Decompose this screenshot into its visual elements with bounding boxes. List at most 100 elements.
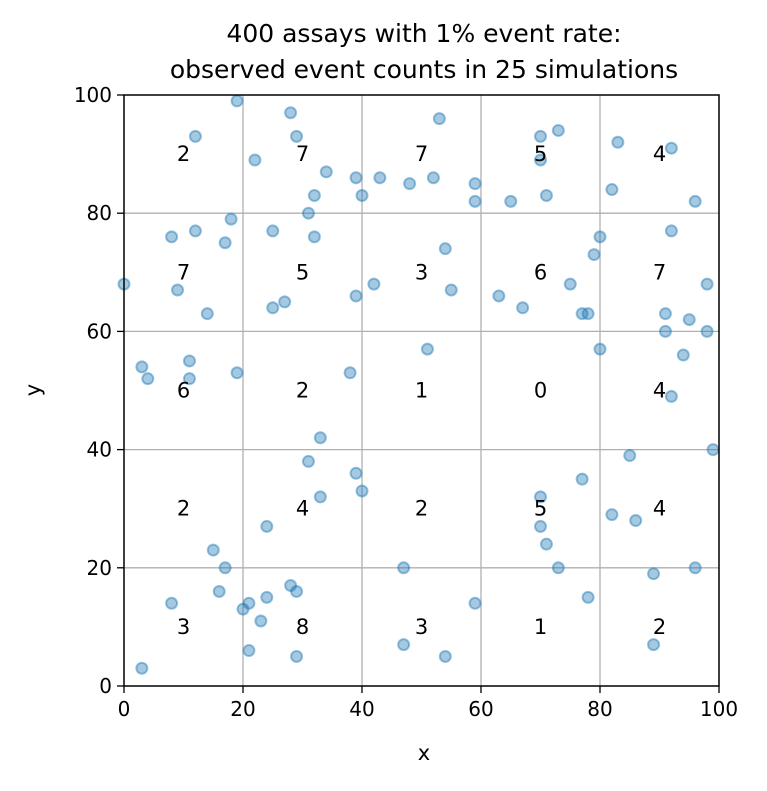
data-point [355, 484, 369, 498]
cell-count-label: 7 [177, 260, 190, 284]
cell-count-label: 2 [177, 497, 190, 521]
cell-count-label: 4 [296, 497, 309, 521]
data-point [551, 561, 565, 575]
x-tick-label: 100 [700, 697, 738, 721]
data-point [218, 561, 232, 575]
data-point [224, 212, 238, 226]
chart-title-line-1: 400 assays with 1% event rate: [226, 19, 621, 48]
cell-count-label: 3 [415, 260, 428, 284]
data-point [343, 366, 357, 380]
data-point [444, 283, 458, 297]
y-tick-label: 100 [74, 83, 112, 107]
data-point [688, 194, 702, 208]
data-point [200, 307, 214, 321]
y-tick-label: 0 [99, 674, 112, 698]
data-point [266, 224, 280, 238]
data-point [516, 301, 530, 315]
y-tick-label: 40 [87, 438, 112, 462]
data-point [165, 596, 179, 610]
data-point [206, 543, 220, 557]
data-point [242, 596, 256, 610]
cell-count-label: 4 [653, 379, 666, 403]
cell-count-label: 1 [534, 615, 547, 639]
data-point [301, 454, 315, 468]
data-point [403, 177, 417, 191]
x-tick-label: 80 [587, 697, 612, 721]
cell-count-label: 6 [534, 260, 547, 284]
data-point [367, 277, 381, 291]
data-point [278, 295, 292, 309]
data-point [313, 431, 327, 445]
cell-count-label: 2 [177, 142, 190, 166]
cell-count-label: 7 [296, 142, 309, 166]
data-point [468, 194, 482, 208]
data-point [534, 490, 547, 504]
data-point [551, 123, 565, 137]
data-point [438, 649, 452, 663]
data-point [647, 638, 661, 652]
chart-title-line-2: observed event counts in 25 simulations [170, 55, 678, 84]
x-axis-ticks: 0 20 40 60 80 100 [118, 686, 738, 721]
data-point [290, 649, 304, 663]
data-point [182, 372, 196, 386]
data-point [141, 372, 155, 386]
data-point [218, 236, 232, 250]
data-point [135, 360, 149, 374]
data-point [700, 324, 714, 338]
y-axis-ticks: 0 20 40 60 80 100 [74, 83, 124, 698]
data-point [492, 289, 506, 303]
x-tick-label: 20 [230, 697, 255, 721]
data-point [349, 466, 363, 480]
data-point [581, 307, 595, 321]
data-point [397, 638, 411, 652]
grid [124, 95, 719, 686]
y-tick-label: 80 [87, 201, 112, 225]
data-point [605, 508, 619, 522]
cell-count-label: 7 [415, 142, 428, 166]
data-point [420, 342, 434, 356]
data-point [534, 519, 547, 533]
cell-count-label: 5 [296, 260, 309, 284]
data-point [242, 644, 256, 658]
y-tick-label: 60 [87, 319, 112, 343]
data-point [438, 242, 452, 256]
data-point [171, 283, 185, 297]
data-point [563, 277, 577, 291]
data-point [468, 177, 482, 191]
data-point [290, 584, 304, 598]
cell-count-label: 3 [177, 615, 190, 639]
data-point [313, 490, 327, 504]
data-point [307, 188, 321, 202]
cell-count-label: 0 [534, 379, 547, 403]
data-point [260, 519, 274, 533]
data-point [349, 171, 363, 185]
data-point [581, 590, 595, 604]
data-point [688, 561, 702, 575]
data-point [534, 129, 547, 143]
data-point [682, 313, 696, 327]
cell-count-label: 1 [415, 379, 428, 403]
data-point [468, 596, 482, 610]
data-point [575, 472, 589, 486]
data-point [504, 194, 518, 208]
cell-count-label: 4 [653, 142, 666, 166]
data-point [593, 230, 607, 244]
data-point [319, 165, 333, 179]
cell-count-label: 5 [534, 142, 547, 166]
data-point [593, 342, 607, 356]
data-point [349, 289, 363, 303]
x-tick-label: 60 [468, 697, 493, 721]
data-point [212, 584, 226, 598]
data-point [165, 230, 179, 244]
cell-count-label: 2 [415, 497, 428, 521]
cell-count-label: 8 [296, 615, 309, 639]
plot-frame [123, 94, 720, 687]
data-point [611, 135, 625, 149]
y-axis-label: y [21, 384, 45, 396]
data-point [373, 171, 387, 185]
data-point [700, 277, 714, 291]
x-tick-label: 40 [349, 697, 374, 721]
data-point [676, 348, 690, 362]
